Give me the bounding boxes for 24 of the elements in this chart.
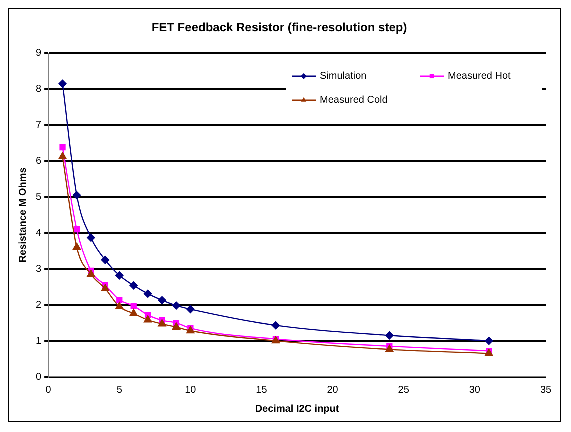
legend-label: Measured Hot bbox=[448, 71, 512, 82]
x-tick-label: 30 bbox=[469, 384, 481, 396]
x-tick-label: 20 bbox=[327, 384, 339, 396]
x-tick-label: 0 bbox=[46, 384, 52, 396]
y-tick-label: 3 bbox=[36, 264, 42, 275]
y-tick-label: 0 bbox=[36, 372, 42, 383]
y-tick-label: 1 bbox=[36, 336, 42, 347]
x-tick-label: 35 bbox=[540, 384, 552, 396]
y-tick-label: 9 bbox=[36, 48, 42, 60]
x-tick-label: 5 bbox=[116, 384, 123, 396]
legend-label: Measured Cold bbox=[320, 95, 388, 106]
x-axis-title: Decimal I2C input bbox=[255, 404, 340, 415]
x-tick-label: 15 bbox=[256, 384, 268, 396]
y-axis-title: Resistance M Ohms bbox=[18, 167, 29, 263]
y-tick-label: 4 bbox=[36, 228, 42, 239]
chart-title: FET Feedback Resistor (fine-resolution step) bbox=[152, 20, 408, 35]
legend-label: Simulation bbox=[320, 71, 367, 82]
y-tick-label: 6 bbox=[36, 156, 42, 168]
y-tick-label: 2 bbox=[36, 300, 42, 311]
y-tick-label: 7 bbox=[36, 120, 42, 132]
x-tick-label: 25 bbox=[398, 384, 410, 396]
x-tick-label: 10 bbox=[185, 384, 197, 396]
y-tick-label: 8 bbox=[36, 84, 42, 96]
y-tick-label: 5 bbox=[36, 192, 42, 203]
